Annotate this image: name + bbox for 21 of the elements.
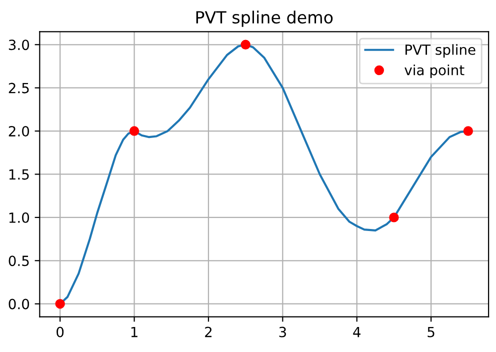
point bbox=[463, 126, 474, 136]
x-tick-label: 3 bbox=[279, 326, 286, 338]
y-tick-label: 0.0 bbox=[8, 298, 30, 310]
y-tick-label: 3.0 bbox=[8, 40, 30, 50]
x-tick-label: 0 bbox=[56, 326, 64, 338]
point bbox=[240, 40, 250, 50]
x-tick-label: 4 bbox=[353, 326, 361, 338]
point bbox=[129, 126, 140, 136]
point bbox=[55, 298, 65, 309]
x-tick-label: 2 bbox=[205, 326, 212, 338]
y-tick-label: 2.5 bbox=[8, 82, 29, 94]
point bbox=[389, 212, 399, 222]
y-tick-label: 2.0 bbox=[8, 126, 30, 137]
legend-label: via point bbox=[404, 64, 464, 78]
legend-label: PVT spline bbox=[406, 44, 476, 58]
y-tick-label: 1.5 bbox=[9, 169, 29, 180]
y-tick-label: 1.0 bbox=[9, 212, 30, 223]
x-tick-label: 5 bbox=[428, 326, 434, 338]
y-tick-label: 0.5 bbox=[8, 256, 29, 266]
chart-title: PVT spline demo bbox=[196, 10, 333, 27]
x-tick-label: 1 bbox=[131, 326, 138, 338]
